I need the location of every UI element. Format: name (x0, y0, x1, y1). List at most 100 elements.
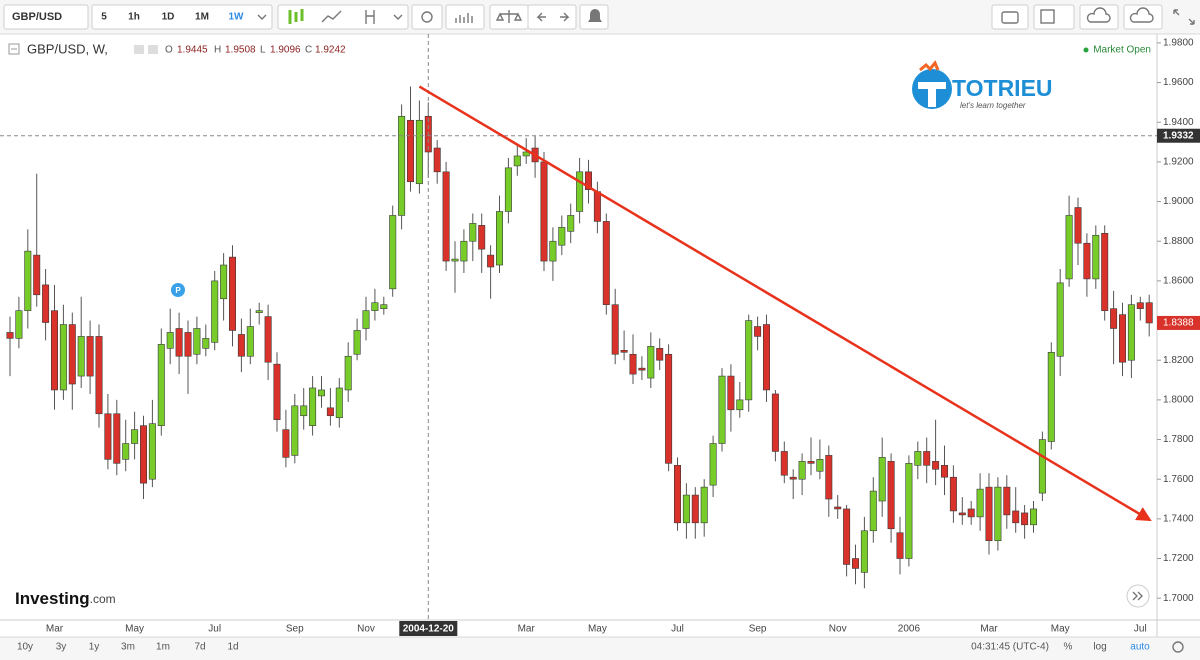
y-tick-label: 1.9800 (1163, 38, 1194, 49)
legend-o-label: O (165, 45, 173, 56)
x-tick-label: Jul (208, 624, 221, 635)
candle-body (469, 223, 477, 242)
range-button[interactable]: 3m (121, 642, 135, 653)
candle-body (113, 413, 121, 464)
line-icon[interactable] (321, 10, 342, 23)
candle-body (291, 405, 299, 456)
alert-icon (588, 9, 602, 22)
legend-close-icon[interactable] (148, 45, 158, 54)
legend-eye-icon[interactable] (134, 45, 144, 54)
candle-body (415, 119, 423, 185)
y-tick-label: 1.8000 (1163, 395, 1194, 406)
candle-body (727, 375, 735, 411)
candle-body (620, 350, 628, 353)
y-tick-label: 1.9200 (1163, 157, 1194, 168)
settings-button[interactable] (411, 4, 443, 30)
interval-button[interactable]: 1h (128, 12, 140, 23)
range-button[interactable]: 7d (194, 642, 205, 653)
percent-toggle[interactable]: % (1064, 642, 1073, 653)
range-button[interactable]: 3y (56, 642, 67, 653)
dropdown-icon[interactable] (257, 14, 267, 20)
event-badge[interactable] (171, 283, 185, 297)
candle-body (1047, 351, 1055, 442)
candle-body (576, 171, 584, 212)
log-toggle[interactable]: log (1093, 642, 1106, 653)
candle-body (317, 389, 325, 397)
brand-name: TOTRIEU (952, 75, 1053, 101)
interval-button[interactable]: 5 (101, 12, 107, 23)
candle-body (59, 324, 67, 391)
candles-icon[interactable] (288, 9, 304, 24)
studies-button[interactable] (445, 4, 485, 30)
auto-toggle[interactable]: auto (1130, 642, 1150, 653)
candle-body (451, 258, 459, 262)
candle-body (1101, 232, 1109, 311)
candle-body (754, 326, 762, 337)
legend-o-value: 1.9445 (177, 45, 208, 56)
candle-body (220, 264, 228, 300)
range-button[interactable]: 10y (17, 642, 33, 653)
legend-l-value: 1.9096 (270, 45, 301, 56)
range-button[interactable]: 1y (89, 642, 100, 653)
snapshot-button[interactable] (991, 4, 1029, 30)
candle-body (1127, 304, 1135, 361)
range-button[interactable]: 1m (156, 642, 170, 653)
undo-icon[interactable] (536, 12, 546, 22)
candle-body (478, 225, 486, 250)
candle-body (398, 115, 406, 216)
last-price: 1.8388 (1163, 318, 1194, 329)
undo-redo (527, 4, 577, 30)
candle-body (406, 119, 414, 183)
candle-body (353, 330, 361, 355)
candle-body (442, 171, 450, 262)
candle-body (807, 461, 815, 464)
candle-body (851, 558, 859, 569)
candle-body (1110, 308, 1118, 329)
candle-body (1083, 242, 1091, 280)
y-tick-label: 1.8800 (1163, 236, 1194, 247)
candle-body (762, 324, 770, 391)
legend-h-value: 1.9508 (225, 45, 256, 56)
candle-body (68, 324, 76, 385)
redo-icon[interactable] (560, 12, 570, 22)
candle-body (140, 425, 148, 484)
brand-logo-flame (919, 60, 940, 72)
candle-body (42, 284, 50, 323)
candle-body (949, 476, 957, 512)
candle-body (246, 326, 254, 357)
candle-body (335, 387, 343, 419)
interval-button[interactable]: 1D (162, 12, 175, 23)
load-button[interactable] (1079, 4, 1119, 30)
candle-body (166, 332, 174, 349)
fullscreen-icon[interactable] (1173, 9, 1195, 25)
interval-button-active[interactable]: 1W (229, 12, 245, 23)
camera-icon (1001, 11, 1019, 24)
candle-body (709, 443, 717, 486)
status-dot (1083, 47, 1089, 53)
compare-icon (495, 10, 523, 23)
candle-body (584, 171, 592, 190)
interval-button[interactable]: 1M (195, 12, 209, 23)
candle-body (834, 506, 842, 510)
x-tick-label: May (125, 624, 144, 635)
range-button[interactable]: 1d (227, 642, 238, 653)
legend-title: GBP/USD, W, (27, 41, 108, 56)
footer-settings-icon[interactable] (1172, 641, 1184, 653)
candle-body (122, 443, 130, 460)
investing-logo: Investing.com (15, 589, 116, 608)
brand-tagline: let's learn together (960, 101, 1026, 110)
indicator-icon[interactable] (365, 10, 375, 24)
candle-body (923, 451, 931, 466)
symbol-box[interactable] (3, 4, 89, 30)
candle-body (495, 211, 503, 266)
scroll-right-button[interactable] (1126, 584, 1150, 608)
chart-style-group (277, 4, 409, 30)
candle-body (771, 393, 779, 452)
save-button[interactable] (1123, 4, 1163, 30)
candle-body (682, 494, 690, 524)
dropdown-icon[interactable] (393, 14, 403, 20)
candle-body (504, 167, 512, 212)
candle-body (1021, 512, 1029, 526)
candle-body (1003, 486, 1011, 516)
candle-body (157, 344, 165, 426)
